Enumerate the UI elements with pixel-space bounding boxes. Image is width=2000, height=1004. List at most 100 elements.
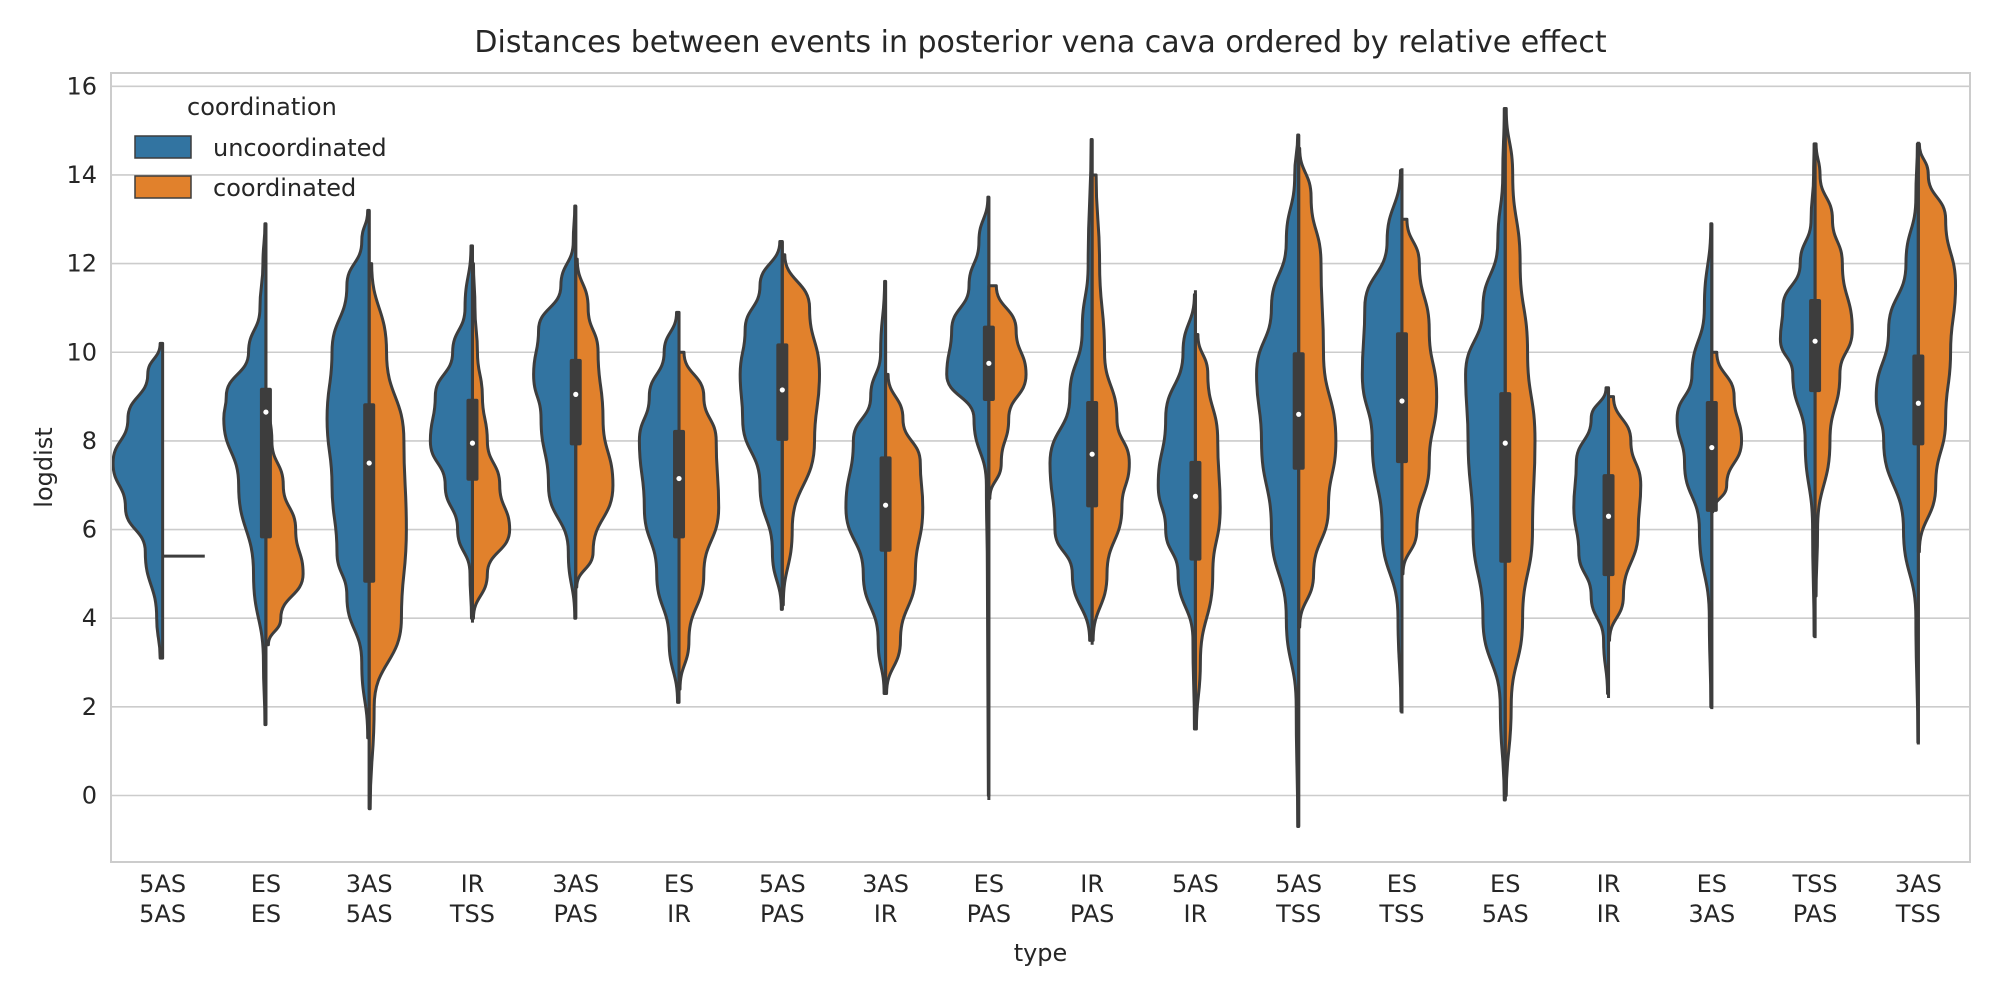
- box-iqr: [1912, 354, 1925, 446]
- violin-layer: [111, 106, 1958, 829]
- violin-half-uncoordinated: [1572, 386, 1611, 696]
- x-tick-label: PAS: [967, 900, 1012, 928]
- y-tick-label: 14: [66, 161, 97, 189]
- x-tick-label: 5AS: [139, 870, 186, 898]
- y-tick-labels: 0 2 4 6 8 10 12 14 16: [66, 72, 97, 809]
- x-tick-label: 3AS: [1688, 900, 1735, 928]
- x-tick-label: TSS: [1275, 900, 1321, 928]
- y-axis-label: logdist: [30, 427, 58, 507]
- median-marker: [882, 502, 889, 508]
- x-tick-label: IR: [667, 900, 691, 928]
- violin-half-uncoordinated: [1675, 222, 1714, 709]
- violin-half-coordinated: [1090, 173, 1131, 642]
- violin-half-coordinated: [574, 257, 615, 589]
- legend-label-uncoordinated: uncoordinated: [213, 134, 387, 162]
- x-tick-label: 5AS: [759, 870, 806, 898]
- violin-half-coordinated: [1400, 217, 1439, 576]
- violin-half-coordinated: [1193, 333, 1222, 731]
- box-iqr: [1189, 460, 1202, 561]
- box-iqr: [569, 358, 582, 446]
- median-marker: [1399, 398, 1405, 404]
- median-marker: [1709, 444, 1715, 451]
- legend-title: coordination: [187, 93, 337, 121]
- median-marker: [1192, 493, 1199, 499]
- y-tick-label: 16: [66, 72, 97, 100]
- x-tick-label: PAS: [1070, 900, 1115, 928]
- x-tick-label: IR: [874, 900, 898, 928]
- median-marker: [676, 475, 682, 482]
- violin-half-coordinated: [1710, 350, 1744, 514]
- box-iqr: [259, 387, 272, 539]
- legend-label-coordinated: coordinated: [213, 174, 356, 202]
- violin-half-coordinated: [1297, 146, 1338, 629]
- x-tick-label: TSS: [1792, 870, 1838, 898]
- violin-half-uncoordinated: [844, 279, 888, 696]
- x-tick-label: IR: [461, 870, 485, 898]
- x-tick-label: IR: [1597, 900, 1621, 928]
- x-tick-label: 3AS: [552, 870, 599, 898]
- median-marker: [986, 360, 992, 366]
- y-tick-label: 2: [82, 693, 97, 721]
- x-tick-label: TSS: [1378, 900, 1424, 928]
- x-tick-label: IR: [1184, 900, 1208, 928]
- median-marker: [263, 409, 269, 415]
- median-marker: [779, 387, 785, 393]
- violin-half-coordinated: [1813, 142, 1854, 598]
- x-tick-label: ES: [664, 870, 694, 898]
- violin-half-uncoordinated: [738, 239, 784, 611]
- violin-half-uncoordinated: [111, 341, 165, 660]
- violin-half-coordinated: [780, 253, 821, 607]
- x-tick-label: ES: [1697, 870, 1727, 898]
- violin-half-uncoordinated: [222, 222, 268, 727]
- violin-half-uncoordinated: [1874, 142, 1920, 744]
- violin-half-coordinated: [470, 262, 512, 620]
- x-tick-label: 5AS: [139, 900, 186, 928]
- x-tick-label: PAS: [553, 900, 598, 928]
- x-tick-label: 3AS: [346, 870, 393, 898]
- median-marker: [1812, 338, 1818, 344]
- violin-half-coordinated: [1916, 142, 1958, 554]
- median-marker: [1605, 513, 1612, 519]
- violin-half-uncoordinated: [532, 204, 578, 620]
- median-marker: [469, 440, 476, 446]
- violin-half-coordinated: [677, 350, 721, 691]
- x-tick-label: TSS: [449, 900, 495, 928]
- violin-half-coordinated: [884, 372, 925, 696]
- y-tick-label: 10: [66, 338, 97, 366]
- x-axis-label: type: [1014, 939, 1068, 967]
- x-tick-label: ES: [1490, 870, 1520, 898]
- violin-half-coordinated: [367, 262, 408, 811]
- box-iqr: [363, 403, 376, 583]
- plot-frame: [110, 72, 1971, 863]
- x-tick-label: 5AS: [1482, 900, 1529, 928]
- legend: coordination uncoordinated coordinated: [134, 93, 387, 202]
- median-marker: [1296, 411, 1302, 417]
- x-tick-label: ES: [251, 900, 281, 928]
- box-iqr: [1602, 474, 1615, 577]
- violin-half-coordinated: [987, 284, 1028, 501]
- box-layer: [259, 108, 1925, 827]
- x-tick-label: ES: [1387, 870, 1417, 898]
- violin-half-uncoordinated: [325, 208, 371, 740]
- x-tick-label: PAS: [760, 900, 805, 928]
- median-marker: [1502, 440, 1508, 446]
- violin-half-uncoordinated: [1156, 293, 1197, 731]
- x-tick-label: 5AS: [346, 900, 393, 928]
- x-tick-label: 5AS: [1275, 870, 1322, 898]
- x-tick-label: 3AS: [862, 870, 909, 898]
- x-tick-label: 5AS: [1172, 870, 1219, 898]
- box-iqr: [1395, 332, 1408, 464]
- median-marker: [573, 391, 579, 397]
- box-iqr: [1292, 352, 1305, 470]
- y-tick-label: 8: [82, 427, 97, 455]
- box-iqr: [1499, 392, 1512, 563]
- median-marker: [1915, 400, 1921, 406]
- x-tick-label: ES: [974, 870, 1004, 898]
- violin-half-uncoordinated: [1360, 169, 1404, 713]
- box-iqr: [1809, 299, 1822, 393]
- violin-half-coordinated: [1503, 106, 1537, 798]
- violin-half-uncoordinated: [637, 310, 681, 704]
- chart-title: Distances between events in posterior ve…: [474, 25, 1606, 60]
- box-iqr: [673, 429, 686, 539]
